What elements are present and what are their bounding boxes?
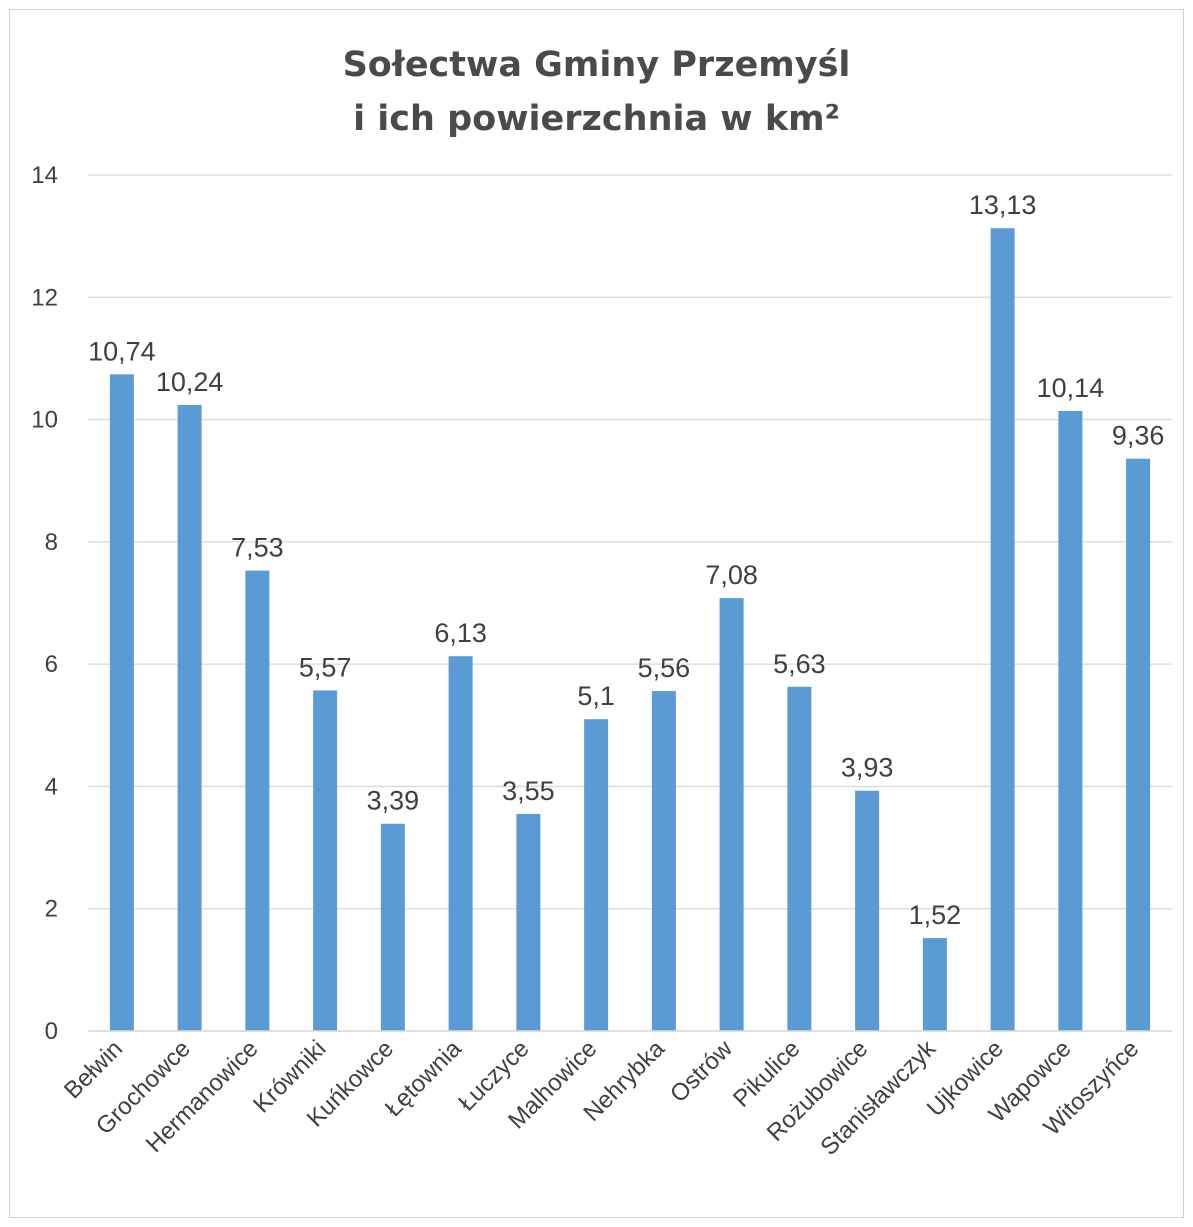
y-tick-label: 8 (45, 529, 58, 556)
data-label: 10,14 (1037, 373, 1105, 403)
bar (990, 228, 1015, 1032)
data-label: 10,24 (156, 367, 224, 397)
chart-title-line-2: i ich powierzchnia w km² (353, 99, 840, 139)
bar (109, 374, 134, 1032)
data-label: 3,55 (502, 776, 555, 806)
x-tick-label: Ostrów (665, 1035, 738, 1108)
bar (787, 686, 812, 1031)
bar (448, 656, 473, 1031)
data-label: 7,08 (705, 560, 758, 590)
bar (855, 790, 880, 1031)
bar (1058, 411, 1083, 1031)
data-label: 13,13 (969, 190, 1037, 220)
data-label: 5,1 (577, 681, 615, 711)
bar (584, 719, 609, 1031)
bar (380, 823, 405, 1031)
bar (177, 404, 202, 1031)
y-tick-label: 0 (45, 1018, 58, 1045)
bar (516, 813, 541, 1031)
data-label: 5,56 (638, 653, 691, 683)
y-tick-label: 10 (31, 407, 58, 434)
y-tick-label: 4 (45, 773, 58, 800)
bar (1126, 458, 1151, 1031)
data-label: 3,39 (367, 786, 420, 816)
bar (245, 570, 270, 1031)
data-label: 5,57 (299, 652, 352, 682)
y-tick-label: 12 (31, 284, 58, 311)
y-tick-label: 6 (45, 651, 58, 678)
data-label: 10,74 (88, 336, 156, 366)
data-label: 9,36 (1112, 421, 1165, 451)
chart-title-line-1: Sołectwa Gminy Przemyśl (342, 45, 851, 85)
bar (922, 938, 947, 1031)
data-label: 5,63 (773, 649, 826, 679)
data-label: 7,53 (231, 533, 284, 563)
data-label: 3,93 (841, 753, 894, 783)
bar (719, 598, 744, 1031)
x-tick-label: Stanisławczyk (815, 1034, 941, 1160)
bar (313, 690, 338, 1031)
bar (651, 691, 676, 1031)
x-tick-label: Łętownia (380, 1035, 467, 1122)
y-tick-label: 14 (31, 162, 58, 189)
data-label: 1,52 (909, 900, 962, 930)
chart-title: Sołectwa Gminy Przemyśl i ich powierzchn… (0, 38, 1193, 146)
y-tick-label: 2 (45, 896, 58, 923)
data-label: 6,13 (434, 618, 487, 648)
